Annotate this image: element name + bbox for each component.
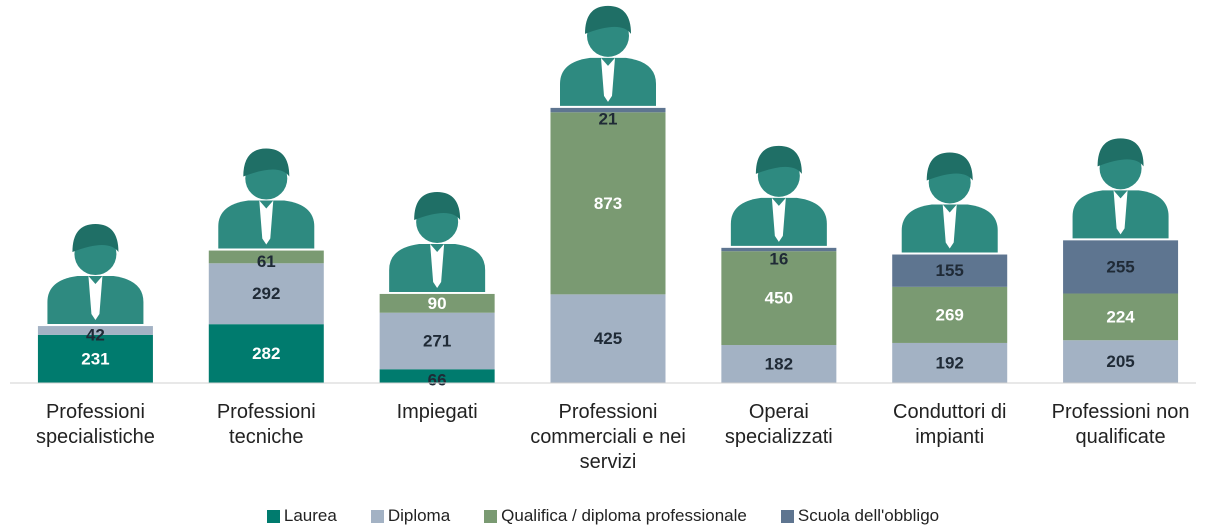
data-label: 255 [1106, 257, 1134, 276]
data-label: 205 [1106, 352, 1134, 371]
bar-segment [37, 326, 153, 335]
icon-hair [414, 191, 461, 220]
legend-item: Qualifica / diploma professionale [484, 506, 747, 526]
data-label: 292 [252, 284, 280, 303]
bar-segment [892, 286, 1008, 343]
legend-label: Qualifica / diploma professionale [501, 506, 747, 525]
icon-hair [1097, 138, 1144, 167]
icon-hair [585, 5, 631, 34]
bar-segment [379, 312, 495, 370]
bar-segment [550, 112, 666, 295]
person-icon [730, 145, 827, 246]
data-label: 155 [936, 261, 964, 280]
icon-hair [926, 152, 973, 181]
data-label: 90 [428, 294, 447, 313]
bar-segment [1063, 240, 1179, 294]
legend-swatch [266, 509, 280, 523]
bar-segment [892, 254, 1008, 287]
person-icon [901, 152, 998, 253]
bar-segment [721, 345, 837, 383]
data-label: 873 [594, 194, 622, 213]
x-tick-label: Operai specializzati [724, 401, 833, 448]
data-label: 231 [81, 349, 109, 368]
legend-label: Diploma [387, 506, 451, 525]
data-label: 66 [428, 371, 447, 390]
data-label: 192 [936, 353, 964, 372]
data-label: 42 [86, 326, 105, 345]
person-icon [560, 5, 656, 106]
icon-tie [601, 57, 615, 102]
icon-hair [755, 145, 802, 174]
icon-tie [430, 243, 445, 288]
x-tick-label: Impiegati [396, 401, 478, 423]
data-label: 224 [1106, 307, 1135, 326]
legend-label: Laurea [283, 506, 337, 525]
x-tick-label: Professioni non qualificate [1051, 401, 1190, 448]
bar-segment [550, 294, 666, 383]
bar-segment [379, 369, 495, 383]
legend-swatch [484, 509, 498, 523]
person-icon [47, 224, 144, 325]
icon-hair [243, 148, 290, 177]
icon-tie [259, 200, 274, 245]
data-label: 269 [936, 305, 964, 324]
bar-segment [721, 247, 837, 252]
data-label: 16 [769, 249, 788, 268]
bar-segment [550, 107, 666, 113]
legend-item: Laurea [266, 506, 337, 526]
data-label: 282 [252, 344, 280, 363]
icon-hair [72, 224, 119, 253]
x-tick-label: Conduttori di impianti [893, 401, 1007, 448]
legend-swatch [370, 509, 384, 523]
icon-tie [1113, 190, 1128, 235]
legend: Laurea Diploma Qualifica / diploma profess… [0, 506, 1206, 526]
bar-segment [892, 342, 1008, 383]
person-icon [389, 191, 486, 292]
legend-label: Scuola dell'obbligo [797, 506, 940, 525]
bar-segment [208, 250, 324, 264]
bar-segment [721, 251, 837, 346]
person-icon [1072, 138, 1169, 239]
data-label: 271 [423, 331, 451, 350]
legend-item: Diploma [370, 506, 451, 526]
x-tick-label: Professioni tecniche [216, 401, 316, 448]
person-icon [218, 148, 315, 249]
x-tick-label: Professioni specialistiche [35, 401, 155, 448]
data-label: 450 [765, 289, 793, 308]
data-label: 61 [257, 252, 276, 271]
icon-tie [771, 197, 786, 242]
x-tick-label: Professioni commerciali e nei servizi [530, 401, 686, 473]
bar-segment [208, 324, 324, 383]
legend-swatch [780, 509, 794, 523]
icon-tie [88, 276, 103, 321]
bar-segment [208, 263, 324, 325]
legend-item: Scuola dell'obbligo [780, 506, 940, 526]
data-label: 425 [594, 329, 622, 348]
bar-segment [379, 293, 495, 313]
icon-tie [942, 204, 957, 249]
bar-segment [1063, 340, 1179, 383]
data-label: 182 [765, 355, 793, 374]
data-label: 21 [599, 109, 618, 128]
bar-segment [37, 334, 153, 383]
bar-segment [1063, 293, 1179, 341]
